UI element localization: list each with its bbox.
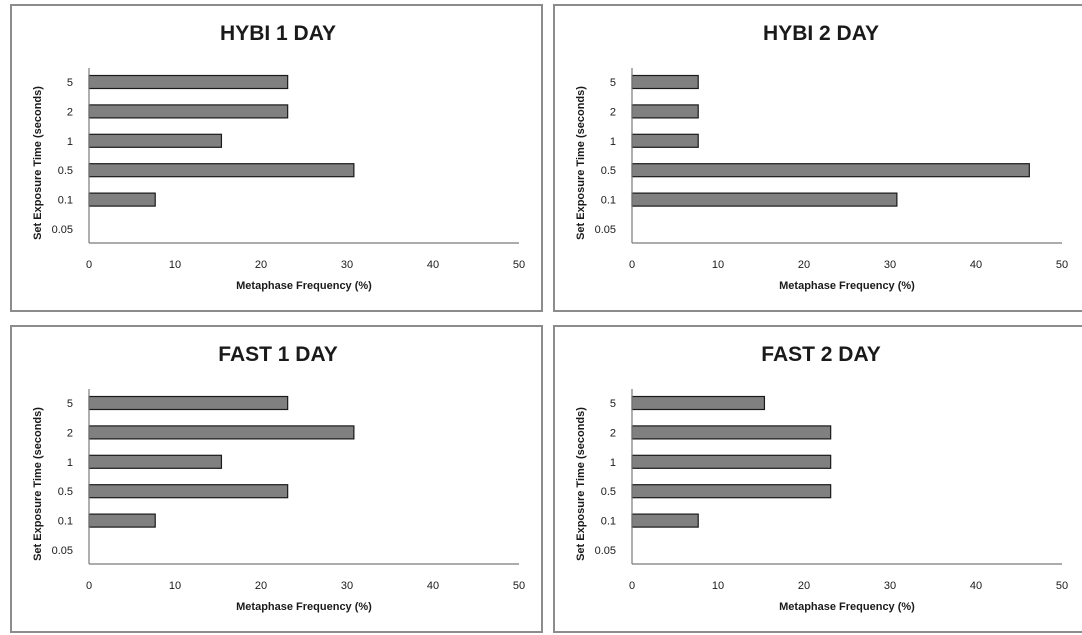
y-tick-label: 1 xyxy=(610,457,616,469)
x-tick-label: 10 xyxy=(712,259,724,271)
y-tick-label: 5 xyxy=(67,398,73,410)
y-tick-label: 0.1 xyxy=(601,516,616,528)
x-axis-title: Metaphase Frequency (%) xyxy=(779,601,915,613)
chart-panel-hybi-2-day: HYBI 2 DAY 0.05 0.1 0.5 1 2 5 0 10 20 30 40 50 Metaph… xyxy=(553,4,1082,312)
x-tick-label: 0 xyxy=(86,580,92,592)
x-axis-title: Metaphase Frequency (%) xyxy=(236,280,372,292)
bar-2 xyxy=(631,425,832,440)
bar-1 xyxy=(88,454,223,469)
bar-0-1 xyxy=(88,192,156,207)
x-tick-label: 0 xyxy=(86,259,92,271)
bar-0-1 xyxy=(631,513,699,528)
x-axis-title: Metaphase Frequency (%) xyxy=(779,280,915,292)
y-tick-label: 0.1 xyxy=(58,516,73,528)
y-tick-label: 5 xyxy=(67,77,73,89)
bar-5 xyxy=(631,74,699,90)
y-axis-title: Set Exposure Time (seconds) xyxy=(32,407,44,561)
y-tick-label: 0.5 xyxy=(58,165,73,177)
y-tick-label: 2 xyxy=(610,106,616,118)
chart-title: HYBI 1 DAY xyxy=(220,22,336,45)
y-tick-label: 2 xyxy=(67,106,73,118)
y-axis-title: Set Exposure Time (seconds) xyxy=(575,86,587,240)
x-tick-label: 30 xyxy=(341,259,353,271)
x-tick-label: 40 xyxy=(970,580,982,592)
x-tick-label: 50 xyxy=(513,580,525,592)
x-tick-label: 10 xyxy=(169,580,181,592)
y-tick-label: 1 xyxy=(610,136,616,148)
x-tick-label: 30 xyxy=(884,259,896,271)
x-tick-label: 20 xyxy=(255,580,267,592)
bar-0-5 xyxy=(631,484,832,499)
x-tick-label: 50 xyxy=(513,259,525,271)
bar-0-1 xyxy=(631,192,898,207)
bar-1 xyxy=(631,454,832,469)
x-tick-label: 20 xyxy=(255,259,267,271)
x-tick-label: 20 xyxy=(798,259,810,271)
x-tick-label: 10 xyxy=(712,580,724,592)
chart-panel-fast-2-day: FAST 2 DAY 0.05 0.1 0.5 1 2 5 0 10 20 30 40 50 Metaph… xyxy=(553,325,1082,633)
bar-2 xyxy=(631,104,699,119)
y-tick-label: 2 xyxy=(67,427,73,439)
y-tick-label: 0.5 xyxy=(601,165,616,177)
y-tick-label: 2 xyxy=(610,427,616,439)
y-tick-label: 0.1 xyxy=(601,195,616,207)
y-tick-label: 0.05 xyxy=(52,545,73,557)
x-tick-label: 0 xyxy=(629,580,635,592)
chart-title: HYBI 2 DAY xyxy=(763,22,879,45)
chart-title: FAST 2 DAY xyxy=(761,343,880,366)
y-tick-label: 5 xyxy=(610,398,616,410)
x-tick-label: 50 xyxy=(1056,580,1068,592)
bar-5 xyxy=(88,395,289,411)
x-tick-label: 50 xyxy=(1056,259,1068,271)
y-tick-label: 0.5 xyxy=(601,486,616,498)
bar-1 xyxy=(88,133,223,148)
x-tick-label: 40 xyxy=(970,259,982,271)
chart-panel-hybi-1-day: HYBI 1 DAY 0.05 0.1 0.5 1 2 5 0 10 20 30 40 50 Metaph… xyxy=(10,4,543,312)
chart-panel-fast-1-day: FAST 1 DAY 0.05 0.1 0.5 1 2 5 0 10 20 30 40 50 Metaph… xyxy=(10,325,543,633)
x-tick-label: 10 xyxy=(169,259,181,271)
x-tick-label: 30 xyxy=(884,580,896,592)
chart-title: FAST 1 DAY xyxy=(218,343,337,366)
x-tick-label: 0 xyxy=(629,259,635,271)
x-tick-label: 40 xyxy=(427,259,439,271)
bar-5 xyxy=(88,74,289,90)
y-tick-label: 1 xyxy=(67,457,73,469)
x-tick-label: 40 xyxy=(427,580,439,592)
x-axis-title: Metaphase Frequency (%) xyxy=(236,601,372,613)
y-axis-title: Set Exposure Time (seconds) xyxy=(32,86,44,240)
y-tick-label: 0.05 xyxy=(595,224,616,236)
x-tick-label: 20 xyxy=(798,580,810,592)
bar-0-5 xyxy=(88,484,289,499)
y-tick-label: 0.05 xyxy=(595,545,616,557)
y-tick-label: 0.5 xyxy=(58,486,73,498)
y-axis-title: Set Exposure Time (seconds) xyxy=(575,407,587,561)
bar-0-5 xyxy=(631,163,1030,178)
bar-0-5 xyxy=(88,163,355,178)
y-tick-label: 5 xyxy=(610,77,616,89)
bar-5 xyxy=(631,395,766,411)
x-tick-label: 30 xyxy=(341,580,353,592)
bar-0-1 xyxy=(88,513,156,528)
y-tick-label: 0.1 xyxy=(58,195,73,207)
bar-1 xyxy=(631,133,699,148)
bar-2 xyxy=(88,104,289,119)
bar-2 xyxy=(88,425,355,440)
y-tick-label: 1 xyxy=(67,136,73,148)
y-tick-label: 0.05 xyxy=(52,224,73,236)
